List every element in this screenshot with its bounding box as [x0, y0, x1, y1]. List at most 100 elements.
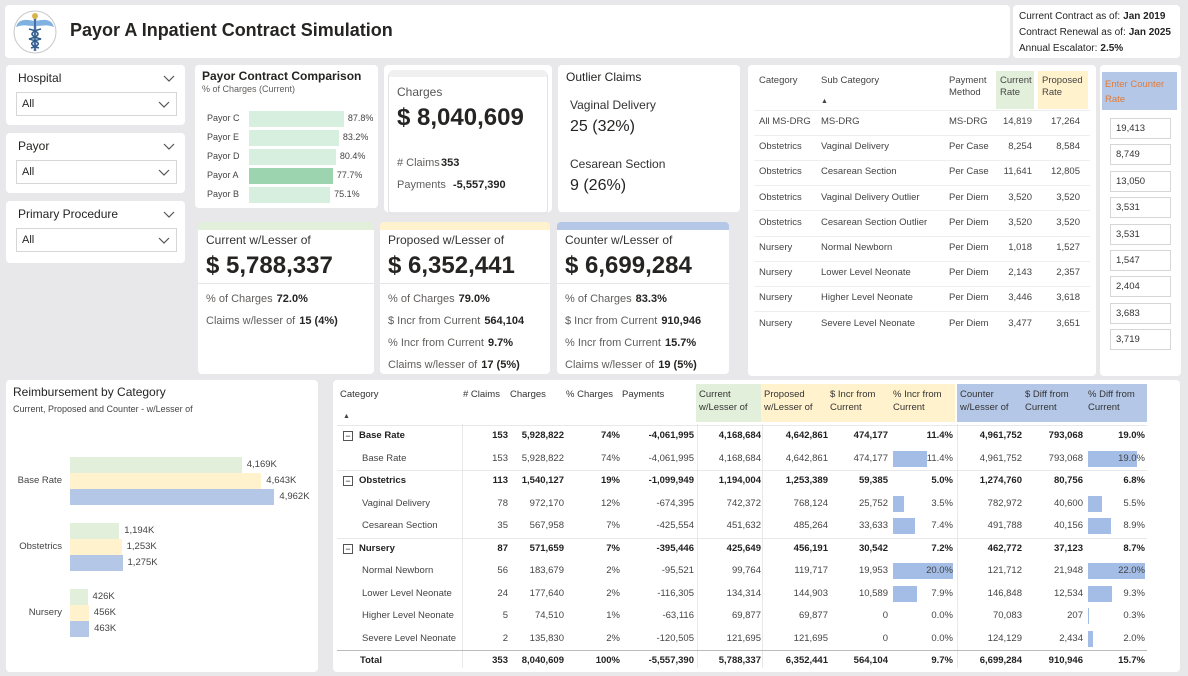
chevron — [163, 75, 175, 82]
counter-input[interactable]: 3,719 — [1110, 329, 1171, 351]
table-cell: 69,877 — [731, 610, 761, 621]
collapse-icon[interactable]: − — [343, 543, 353, 554]
card-value-small: 15 (4%) — [299, 315, 338, 327]
bar — [70, 457, 242, 473]
table-cell: 7.9% — [931, 587, 953, 599]
bar — [70, 473, 262, 489]
table-cell: 40,156 — [1053, 520, 1083, 531]
input-value[interactable]: 1,547 — [1116, 255, 1140, 266]
filter-dropdown[interactable]: All — [16, 160, 177, 184]
table-cell: 485,264 — [793, 520, 828, 531]
collapse-icon[interactable]: − — [343, 476, 353, 486]
outlier-label: Cesarean Section — [570, 157, 666, 171]
value-label: 87.8% — [347, 113, 374, 123]
chevron — [158, 237, 170, 244]
card-label: $ Incr from Current — [388, 315, 481, 327]
data-bar — [893, 518, 916, 534]
counter-input[interactable]: 3,531 — [1110, 197, 1171, 219]
card-label: # Claims — [397, 157, 440, 169]
table-cell: Base Rate — [362, 452, 407, 464]
counter-input[interactable]: 2,404 — [1110, 276, 1171, 298]
table-cell: 7% — [606, 520, 620, 531]
table-cell: 146,848 — [987, 587, 1022, 599]
counter-input[interactable]: 3,683 — [1110, 302, 1171, 324]
card-value-small: -5,557,390 — [453, 179, 506, 191]
card-label: Claims w/lesser of — [206, 315, 296, 327]
table-cell: 7% — [606, 542, 620, 554]
filter-panel: Primary Procedure All — [6, 201, 185, 263]
table-cell: 8.7% — [1123, 542, 1145, 554]
table-cell: 0 — [882, 632, 888, 644]
table-cell: 4,168,684 — [718, 452, 761, 464]
table-cell: Severe Level Neonate — [821, 317, 916, 329]
table-cell: 6,352,441 — [785, 655, 828, 666]
row-line — [754, 109, 1090, 111]
card-label: % Incr from Current — [565, 337, 661, 349]
column-header: Enter Counter Rate — [1105, 79, 1165, 105]
counter-input[interactable]: 8,749 — [1110, 144, 1171, 166]
counter-input[interactable]: 1,547 — [1110, 250, 1171, 271]
table-cell: 1,018 — [1008, 242, 1032, 253]
table-cell: Higher Level Neonate — [362, 610, 454, 621]
table-cell: Per Diem — [949, 216, 989, 228]
counter-input[interactable]: 19,413 — [1110, 118, 1171, 139]
column-header: Payments — [622, 389, 665, 400]
row-line — [754, 235, 1090, 237]
table-cell: 3,520 — [1056, 191, 1080, 203]
header-bg — [890, 384, 955, 422]
table-cell: -120,505 — [656, 632, 694, 644]
column-header: $ Diff from Current — [1025, 389, 1069, 413]
chevron — [158, 169, 170, 176]
input-value[interactable]: 3,719 — [1116, 334, 1140, 346]
row-line — [337, 425, 1147, 426]
table-cell: -425,554 — [656, 520, 694, 531]
table-cell: 8,040,609 — [521, 655, 564, 666]
bar — [70, 539, 122, 555]
table-cell: 113 — [492, 475, 508, 486]
table-cell: 1,274,760 — [979, 475, 1022, 486]
table-cell: 567,958 — [529, 520, 564, 531]
table-cell: 768,124 — [793, 497, 828, 509]
filter-value[interactable]: All — [22, 166, 35, 178]
table-cell: Vaginal Delivery Outlier — [821, 191, 920, 203]
scenario-card: Counter w/Lesser of $ 6,699,284 % of Charg… — [557, 222, 729, 374]
table-cell: 742,372 — [726, 497, 761, 509]
table-cell: -4,061,995 — [648, 452, 694, 464]
input-value[interactable]: 3,531 — [1116, 228, 1140, 240]
card-value: $ 5,788,337 — [206, 252, 333, 279]
collapse-icon[interactable]: − — [343, 431, 353, 441]
chevron — [158, 101, 170, 108]
table-cell: 0 — [882, 610, 888, 621]
table-cell: 1,540,127 — [521, 475, 564, 486]
table-cell: 20.0% — [926, 565, 953, 576]
input-value[interactable]: 13,050 — [1116, 175, 1146, 187]
header-bg — [1022, 384, 1085, 422]
filter-dropdown[interactable]: All — [16, 228, 177, 252]
column-header: $ Incr from Current — [830, 389, 876, 413]
input-value[interactable]: 2,404 — [1116, 281, 1140, 293]
table-cell: 19,953 — [858, 565, 888, 576]
input-value[interactable]: 3,531 — [1116, 202, 1140, 214]
data-bar — [1088, 450, 1138, 467]
filter-dropdown[interactable]: All — [16, 92, 177, 116]
table-cell: 124,129 — [987, 632, 1022, 644]
value-label: 4,962K — [279, 491, 310, 502]
input-value[interactable]: 19,413 — [1116, 123, 1146, 134]
category-label: Base Rate — [17, 475, 62, 486]
table-cell: 78 — [497, 497, 508, 509]
bar — [70, 589, 88, 605]
value-label: 1,253K — [126, 541, 157, 552]
table-cell: 24 — [497, 587, 508, 599]
card-row: Claims w/lesser of 15 (4%) — [206, 315, 338, 327]
reimbursement-panel: Reimbursement by Category Current, Propos… — [6, 380, 318, 672]
filter-value[interactable]: All — [22, 234, 35, 246]
card-value: $ 6,352,441 — [388, 252, 515, 279]
input-value[interactable]: 3,683 — [1116, 307, 1140, 319]
counter-input[interactable]: 13,050 — [1110, 170, 1171, 192]
filter-value[interactable]: All — [22, 98, 35, 110]
counter-input[interactable]: 3,531 — [1110, 223, 1171, 245]
table-cell: 35 — [497, 520, 508, 531]
column-header: Category — [759, 75, 798, 86]
input-value[interactable]: 8,749 — [1116, 149, 1140, 161]
